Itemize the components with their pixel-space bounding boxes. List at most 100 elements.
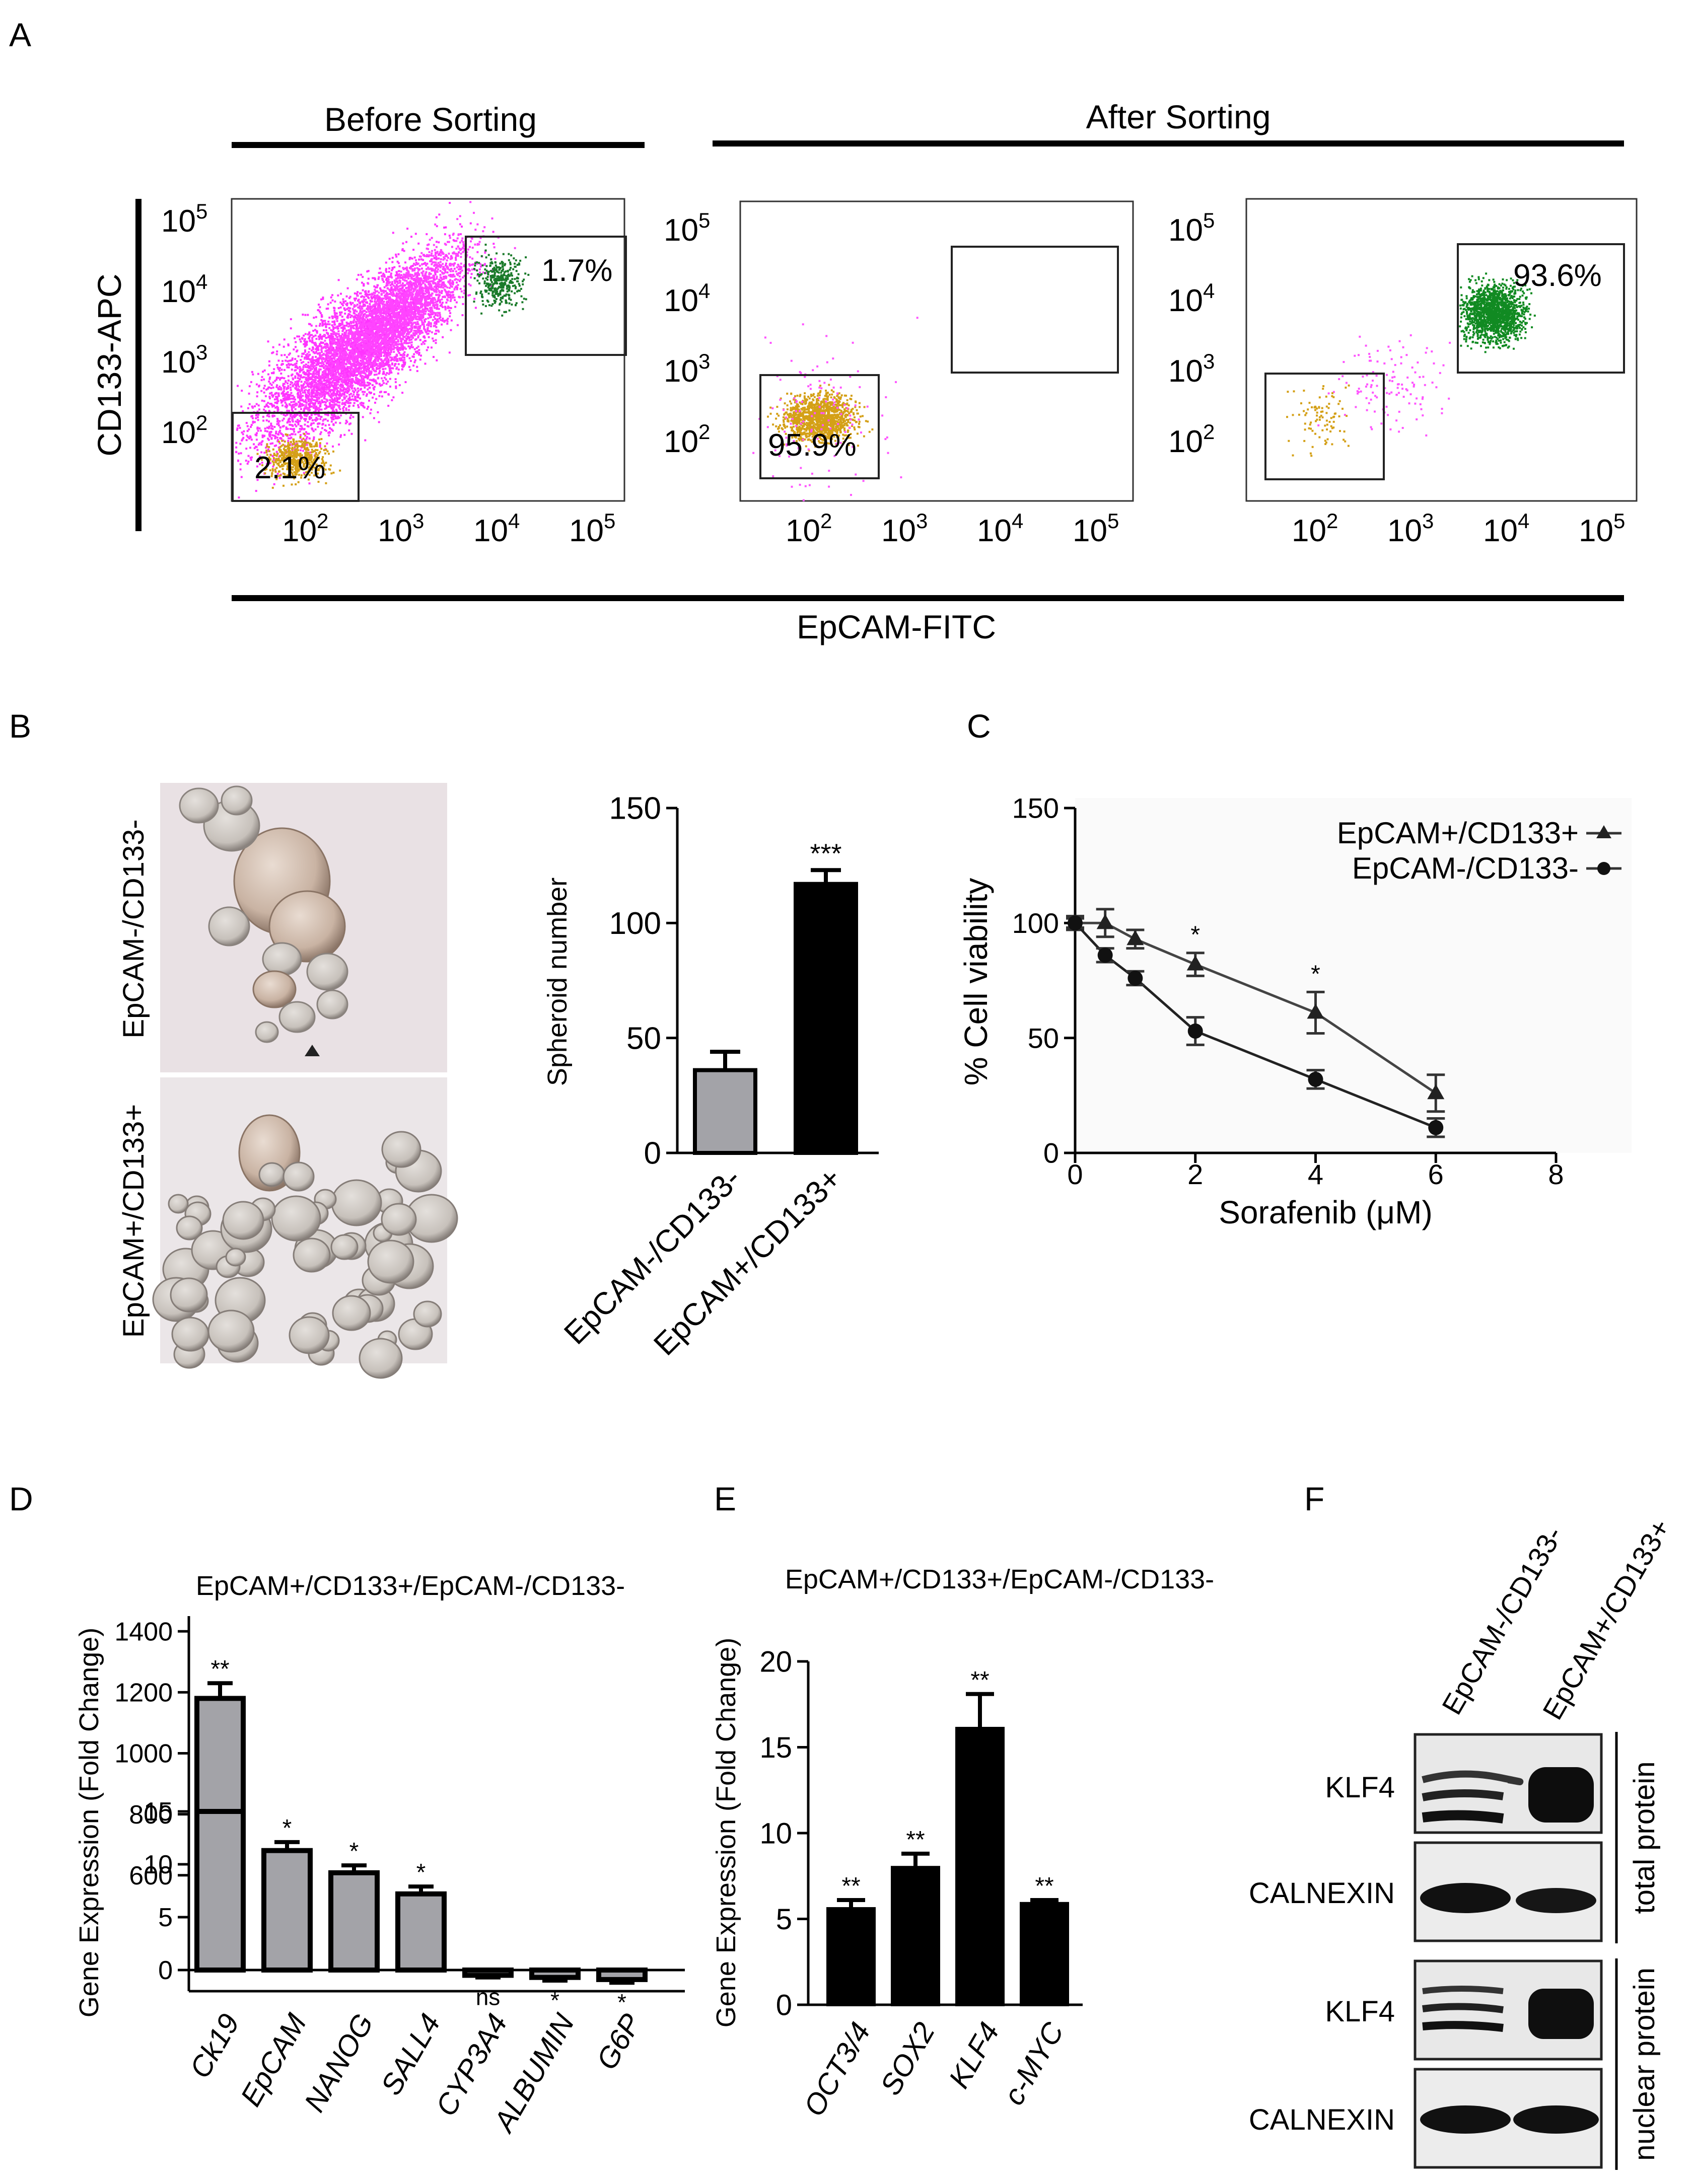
e-y-tick-label: 20: [759, 1645, 792, 1678]
marker-triangle: [1126, 930, 1144, 945]
sig-label: **: [906, 1827, 925, 1853]
spheroid: [207, 1309, 255, 1353]
legend-marker-circle: [1597, 862, 1610, 875]
flow-y-tick: 104: [664, 279, 710, 318]
c-y-tick-label: 50: [1028, 1022, 1059, 1054]
d-x-tick-label: Ck19: [183, 2008, 246, 2084]
before-sorting-label: Before Sorting: [324, 101, 537, 138]
sig-label: *: [349, 1838, 359, 1865]
b-y-tick-label: 100: [609, 906, 661, 941]
c-y-tick-label: 0: [1043, 1137, 1059, 1169]
row-label-calnexin-nuclear: CALNEXIN: [1249, 2103, 1395, 2136]
chart-b-spheroid: 0 50 100 150 Spheroid number EpCAM-/CD133- ***…: [542, 791, 879, 1362]
flow-x-tick: 103: [1387, 509, 1434, 548]
gate-before-high: [465, 236, 627, 356]
d-y-label: Gene Expression (Fold Change): [74, 1628, 104, 2017]
photo-label-pos: EpCAM+/CD133+: [117, 1104, 150, 1338]
group-label-total: total protein: [1628, 1761, 1661, 1914]
gate-after-pos-high: [1457, 243, 1625, 374]
flow-x-tick: 102: [1292, 509, 1338, 548]
sig-label: *: [617, 1989, 626, 2015]
c-y-label: % Cell viability: [958, 878, 994, 1086]
c-x-tick-label: 8: [1548, 1158, 1564, 1190]
bar-c-MYC: [1020, 1902, 1069, 2007]
spheroid: [225, 1248, 246, 1267]
b-x-tick-label: EpCAM-/CD133-: [557, 1161, 748, 1351]
spheroid: [271, 1195, 321, 1242]
c-x-tick-label: 0: [1067, 1158, 1083, 1190]
flow-x-tick: 105: [1073, 509, 1119, 548]
b-y-label: Spheroid number: [542, 878, 573, 1086]
flow-x-tick: 103: [378, 509, 424, 548]
flow-x-tick: 105: [1579, 509, 1625, 548]
photo-label-neg: EpCAM-/CD133-: [117, 819, 150, 1038]
row-label-calnexin-total: CALNEXIN: [1249, 1877, 1395, 1910]
sig-label: ***: [810, 838, 841, 868]
flow-y-tick: 102: [664, 420, 710, 459]
blot-row-calnexin-total: [1414, 1841, 1603, 1942]
legend-marker-triangle: [1596, 825, 1611, 838]
sig-label: *: [416, 1859, 426, 1886]
spheroid: [330, 1234, 359, 1260]
flow-x-tick: 105: [569, 509, 615, 548]
marker-circle: [1068, 915, 1083, 931]
legend-label: EpCAM+/CD133+: [1337, 816, 1579, 850]
c-y-tick-label: 100: [1012, 907, 1059, 939]
flow-plot-after-pos: [1245, 198, 1638, 502]
flow-y-tick: 105: [161, 199, 207, 239]
bar-ALBUMIN: [529, 1968, 581, 1980]
d-y-upper-tick-label: 600: [129, 1861, 173, 1890]
x-axis-label-epcam: EpCAM-FITC: [797, 608, 996, 645]
b-y-tick-label: 150: [609, 791, 661, 826]
flow-plot-before: [231, 198, 625, 502]
b-y-tick-label: 50: [626, 1021, 661, 1056]
marker-circle: [1097, 948, 1113, 963]
dot-cloud: [1317, 334, 1451, 436]
marker-circle: [1127, 970, 1143, 986]
sig-label: **: [841, 1873, 860, 1900]
c-x-tick-label: 4: [1308, 1158, 1323, 1190]
d-y-upper-tick-label: 1000: [114, 1739, 173, 1769]
spheroid: [222, 1201, 264, 1240]
y-axis-label-cd133: CD133-APC: [91, 273, 128, 456]
d-y-lower-tick-label: 10: [144, 1850, 173, 1879]
sig-label: *: [1190, 922, 1200, 949]
gate-after-neg-high: [951, 246, 1119, 374]
flow-y-tick: 102: [161, 411, 207, 450]
sig-label: **: [1035, 1873, 1053, 1900]
dot-cloud: [767, 384, 874, 452]
gate-pct-before-low: 2.1%: [254, 451, 325, 485]
flow-y-tick: 102: [1168, 420, 1215, 459]
flow-y-tick: 105: [664, 208, 710, 248]
e-x-tick-label: KLF4: [943, 2017, 1006, 2094]
gate-pct-after-neg: 95.9%: [768, 428, 857, 463]
bar-SOX2: [891, 1866, 940, 2006]
bar-EpCAM: [261, 1848, 313, 1973]
panel-label-f: F: [1304, 1480, 1324, 1517]
dot-cloud: [473, 244, 530, 317]
bar-EpCAM+/CD133+: [794, 882, 858, 1155]
marker-circle: [1308, 1071, 1323, 1087]
flow-x-tick: 102: [282, 509, 328, 548]
marker-triangle: [1186, 955, 1204, 971]
flow-axis-ticks: 102 103 104 105 102 103 104 105 102 103 104 105 105 1…: [161, 199, 1625, 548]
spheroid: [168, 1194, 189, 1214]
blot-row-klf4-total: [1414, 1733, 1603, 1834]
bar-NANOG: [328, 1870, 380, 1973]
flow-plot-after-neg: [739, 200, 1134, 502]
d-title: EpCAM+/CD133+/EpCAM-/CD133-: [196, 1571, 625, 1601]
bar-EpCAM-/CD133-: [693, 1068, 757, 1155]
spheroid: [289, 1316, 330, 1354]
e-x-tick-label: SOX2: [874, 2017, 942, 2101]
b-x-tick-label: EpCAM+/CD133+: [647, 1161, 849, 1362]
marker-triangle: [1307, 1003, 1324, 1019]
chart-e-gene-expression: EpCAM+/CD133+/EpCAM-/CD133- Gene Expressi…: [711, 1564, 1214, 2122]
spheroid: [413, 1300, 442, 1328]
spheroid-photo-neg-cells: [179, 785, 348, 1056]
spheroid: [176, 1215, 203, 1241]
spheroid: [332, 1295, 371, 1331]
e-title: EpCAM+/CD133+/EpCAM-/CD133-: [785, 1564, 1214, 1594]
d-y-lower-tick-label: 0: [158, 1956, 173, 1985]
d-y-upper-tick-label: 1400: [114, 1617, 173, 1646]
flow-y-tick: 103: [664, 349, 710, 389]
